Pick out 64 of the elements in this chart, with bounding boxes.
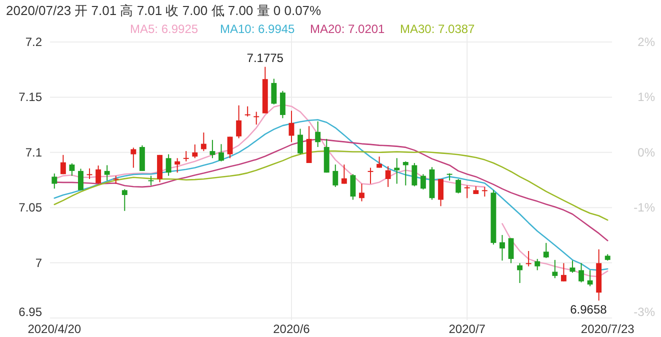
candlestick <box>271 78 277 105</box>
candlestick <box>368 167 374 184</box>
candlestick <box>500 234 505 262</box>
candlestick <box>122 188 128 212</box>
candlestick <box>227 136 233 159</box>
x-tick-label: 2020/6 <box>273 322 310 336</box>
candlestick <box>52 172 58 190</box>
y-tick-label: 6.95 <box>18 305 42 319</box>
candlestick <box>315 120 321 148</box>
candlestick <box>96 165 102 184</box>
candlestick <box>60 154 66 175</box>
y-tick-label: 7.15 <box>18 90 42 104</box>
candlestick <box>104 164 110 182</box>
candlestick <box>288 110 294 143</box>
candlestick <box>174 158 180 174</box>
candlestick <box>139 144 145 172</box>
candlestick <box>359 183 364 202</box>
candlestick <box>218 144 224 162</box>
x-tick-label: 2020/7/23 <box>580 322 635 336</box>
candlestick <box>420 174 426 190</box>
y-tick-label: 7.1 <box>25 145 42 160</box>
candlestick <box>78 168 84 191</box>
candlestick <box>350 174 356 200</box>
candlestick <box>69 162 75 176</box>
candlestick <box>86 168 92 180</box>
candlestick <box>412 162 418 187</box>
candlestick <box>464 184 470 199</box>
candlestick <box>298 128 303 155</box>
candlestick <box>280 90 286 119</box>
candlestick <box>552 259 558 279</box>
candlestick <box>254 111 260 126</box>
candlestick <box>332 164 338 188</box>
candlestick <box>534 258 540 271</box>
candlestick <box>587 270 593 287</box>
x-tick-label: 2020/7 <box>448 322 486 336</box>
candlestick <box>166 154 172 176</box>
candlestick <box>244 106 250 118</box>
annotation: 7.1775 <box>246 50 284 65</box>
title: 2020/07/23 开 7.01 高 7.01 收 7.00 低 7.00 量 0 0.07% <box>6 3 322 18</box>
y-tick-label: 7.2 <box>25 35 42 49</box>
candlestick <box>183 150 189 162</box>
y-tick-label: 7 <box>35 256 42 270</box>
candlestick <box>402 160 408 186</box>
candlestick <box>200 132 206 152</box>
candlestick <box>438 178 444 207</box>
candlestick <box>341 164 347 184</box>
candlestick <box>578 262 584 283</box>
candlestick <box>560 262 566 282</box>
candlestick <box>394 158 400 184</box>
candlestick <box>236 104 242 139</box>
candlestick <box>482 186 488 198</box>
candlestick <box>385 166 391 188</box>
candlestick <box>192 144 198 159</box>
candlestick <box>210 139 216 159</box>
candlestick <box>148 175 154 186</box>
candlestick <box>517 262 523 284</box>
y-tick-label: 7.05 <box>18 200 42 215</box>
candlestick <box>130 147 136 168</box>
candlestick <box>526 250 532 267</box>
x-tick-label: 2020/4/20 <box>28 322 82 336</box>
annotation: 6.9658 <box>570 302 607 317</box>
candlestick <box>543 242 549 259</box>
candlestick <box>456 178 462 194</box>
candlestick <box>508 238 514 264</box>
